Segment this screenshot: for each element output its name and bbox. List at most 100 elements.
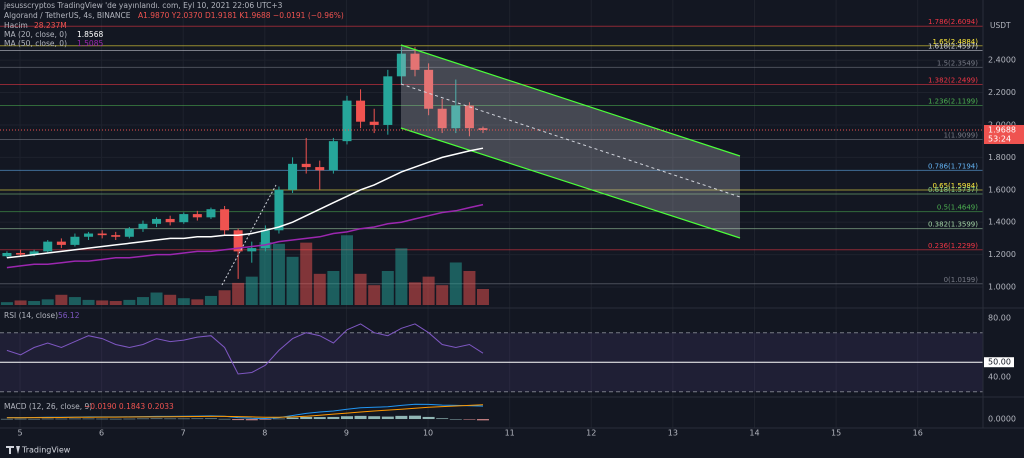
macd-hist [259,419,272,420]
candle-body [315,167,325,171]
macd-hist [463,419,476,420]
candle-body [437,108,447,129]
volume-bar [177,298,190,305]
last-price-tag [984,125,1024,145]
macd-hist [341,416,354,420]
fib-label: 1(1.9099) [944,132,979,140]
candle-body [383,76,393,125]
fib-label: 0.65(1.5984) [932,182,978,190]
volume-bar [41,299,54,305]
volume-bar [381,270,394,305]
fib-label: 0.786(1.7194) [928,162,978,170]
volume-bar [0,302,13,305]
macd-hist [354,415,367,420]
candle-body [396,53,406,77]
fib-label: 0.5(1.4649) [937,204,978,212]
macd-hist [313,417,326,420]
candle-body [301,163,311,168]
volume-bar [449,262,462,305]
volume-bar [68,297,81,305]
macd-hist [164,418,177,420]
y-tick-label: 50.00 [988,358,1011,367]
candle-body [2,252,12,257]
macd-hist [0,418,13,420]
macd-hist [286,417,299,420]
channel-fill [401,45,740,238]
candle-body [70,236,80,245]
trend-dash [221,184,277,286]
volume-bar [436,285,449,305]
y-tick-label: 2.0000 [988,120,1016,129]
symbol: Algorand / TetherUS, 4s, BINANCE [4,11,131,20]
y-tick-label: 1.2000 [988,250,1016,259]
macd-hist [177,418,190,420]
ohlc: A1.9870 Y2.0370 D1.9181 K1.9688 −0.0191 … [138,11,344,20]
x-tick-label: 11 [505,429,515,438]
candle-body [56,241,66,245]
x-tick-label: 14 [749,429,759,438]
macd-hist [82,418,95,420]
macd-hist [150,418,163,420]
volume-bar [96,300,109,305]
macd-hist [41,418,54,420]
volume-bar [82,299,95,305]
volume-bar [408,282,421,305]
candle-body [29,251,39,255]
macd-hist [218,418,231,420]
candle-body [369,121,379,125]
macd-hist [28,418,41,420]
volume-bar [150,292,163,305]
candle-body [424,69,434,109]
candle-body [111,235,121,237]
macd-hist [395,415,408,420]
fib-label: 1.382(2.2499) [928,76,978,84]
volume-bar [300,242,313,305]
candle-body [451,105,461,129]
logo: TradingView [21,446,71,455]
candle-body [43,241,53,252]
volume-bar [123,299,136,305]
macd-hist [14,418,27,420]
y-tick-label: 1.4000 [988,218,1016,227]
volume-bar [136,297,149,305]
macd-hist [109,418,122,420]
candle-body [138,223,148,229]
fib-label: 1.786(2.6094) [928,18,978,26]
logo-icon [6,446,20,454]
y-tick-label: 1.0000 [988,283,1016,292]
x-tick-label: 13 [668,429,678,438]
fib-label: 1.65(2.4884) [932,38,978,46]
last-price-label: 1.9688 [988,126,1016,135]
volume-bar [354,273,367,305]
macd-hist [55,418,68,420]
volume-bar [55,294,68,305]
volume-bar [272,243,285,305]
macd-hist [245,419,258,421]
fib-label: 1.5(2.3549) [937,59,978,67]
fib-label: 0(1.0199) [944,276,979,284]
candle-body [152,218,162,224]
fib-label: 0.236(1.2299) [928,242,978,250]
candle-body [288,163,298,190]
macd-hist [449,419,462,420]
candle-body [342,100,352,142]
macd-hist [136,418,149,420]
candle-body [356,100,366,122]
candle-body [464,105,474,129]
rsi-name: RSI (14, close) [4,311,58,320]
macd-hist [327,416,340,420]
macd-hist [123,418,136,420]
volume-bar [218,290,231,305]
volume-bar [463,270,476,305]
macd-name: MACD (12, 26, close, 9) [4,402,92,411]
macd-hist [476,419,489,421]
macd-hist [368,416,381,420]
ma50-value: 1.5085 [77,39,103,48]
candle-body [16,252,26,255]
y-tick-label: 1.8000 [988,153,1016,162]
fib-label: 0.618(1.5737) [928,186,978,194]
volume-bar [164,294,177,305]
channel-bottom [400,127,741,239]
candle-body [179,214,189,223]
candle-body [124,228,134,237]
